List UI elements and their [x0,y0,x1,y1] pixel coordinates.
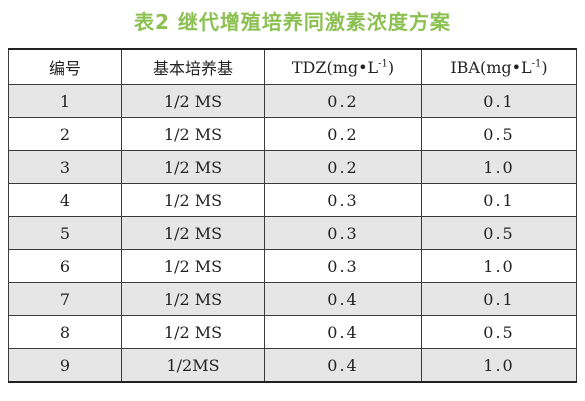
cell-iba: 0.1 [421,282,577,316]
cell-medium: 1/2 MS [121,84,265,118]
cell-number: 4 [8,183,122,217]
header-tdz-label: TDZ(mg•L [291,57,379,77]
cell-medium: 1/2 MS [121,315,265,349]
header-iba-exponent: -1 [531,58,542,70]
cell-tdz: 0.3 [264,216,422,250]
cell-number: 9 [8,348,122,383]
cell-medium: 1/2 MS [121,249,265,283]
cell-tdz: 0.2 [264,84,422,118]
table-row: 3 1/2 MS 0.2 1.0 [8,150,577,184]
table-header-row: 编号 基本培养基 TDZ(mg•L-1) IBA(mg•L-1) [8,48,577,85]
cell-number: 7 [8,282,122,316]
cell-medium: 1/2 MS [121,216,265,250]
cell-medium: 1/2 MS [121,150,265,184]
cell-iba: 1.0 [421,348,577,383]
cell-tdz: 0.2 [264,117,422,151]
header-tdz-exponent: -1 [378,58,388,70]
table-row: 2 1/2 MS 0.2 0.5 [8,117,577,151]
header-tdz-close: ) [387,57,395,77]
cell-iba: 0.5 [421,315,577,349]
cell-number: 1 [8,84,122,118]
cell-medium: 1/2 MS [121,282,265,316]
table-body: 1 1/2 MS 0.2 0.1 2 1/2 MS 0.2 0.5 3 1/2 … [8,84,577,383]
table-caption: 表2 继代增殖培养同激素浓度方案 [134,10,451,34]
cell-number: 8 [8,315,122,349]
header-number: 编号 [8,48,122,85]
cell-medium: 1/2MS [121,348,265,383]
cell-tdz: 0.4 [264,315,422,349]
table-row: 6 1/2 MS 0.3 1.0 [8,249,577,283]
cell-medium: 1/2 MS [121,183,265,217]
table-row: 1 1/2 MS 0.2 0.1 [8,84,577,118]
cell-medium: 1/2 MS [121,117,265,151]
cell-number: 6 [8,249,122,283]
cell-tdz: 0.2 [264,150,422,184]
cell-tdz: 0.4 [264,282,422,316]
cell-number: 2 [8,117,122,151]
cell-iba: 0.1 [421,84,577,118]
cell-iba: 0.5 [421,117,577,151]
header-iba: IBA(mg•L-1) [421,48,577,85]
table-row: 5 1/2 MS 0.3 0.5 [8,216,577,250]
cell-iba: 0.1 [421,183,577,217]
table-row: 7 1/2 MS 0.4 0.1 [8,282,577,316]
header-iba-close: ) [541,57,548,77]
cell-number: 3 [8,150,122,184]
header-iba-label: IBA(mg•L [450,57,532,77]
table-row: 8 1/2 MS 0.4 0.5 [8,315,577,349]
table-row: 9 1/2MS 0.4 1.0 [8,348,577,383]
cell-number: 5 [8,216,122,250]
cell-iba: 1.0 [421,150,577,184]
table-row: 4 1/2 MS 0.3 0.1 [8,183,577,217]
header-tdz: TDZ(mg•L-1) [264,48,422,85]
cell-tdz: 0.3 [264,183,422,217]
cell-iba: 0.5 [421,216,577,250]
header-medium: 基本培养基 [121,48,265,85]
hormone-concentration-table: 编号 基本培养基 TDZ(mg•L-1) IBA(mg•L-1) 1 1/2 M… [8,48,577,383]
cell-tdz: 0.4 [264,348,422,383]
cell-tdz: 0.3 [264,249,422,283]
cell-iba: 1.0 [421,249,577,283]
